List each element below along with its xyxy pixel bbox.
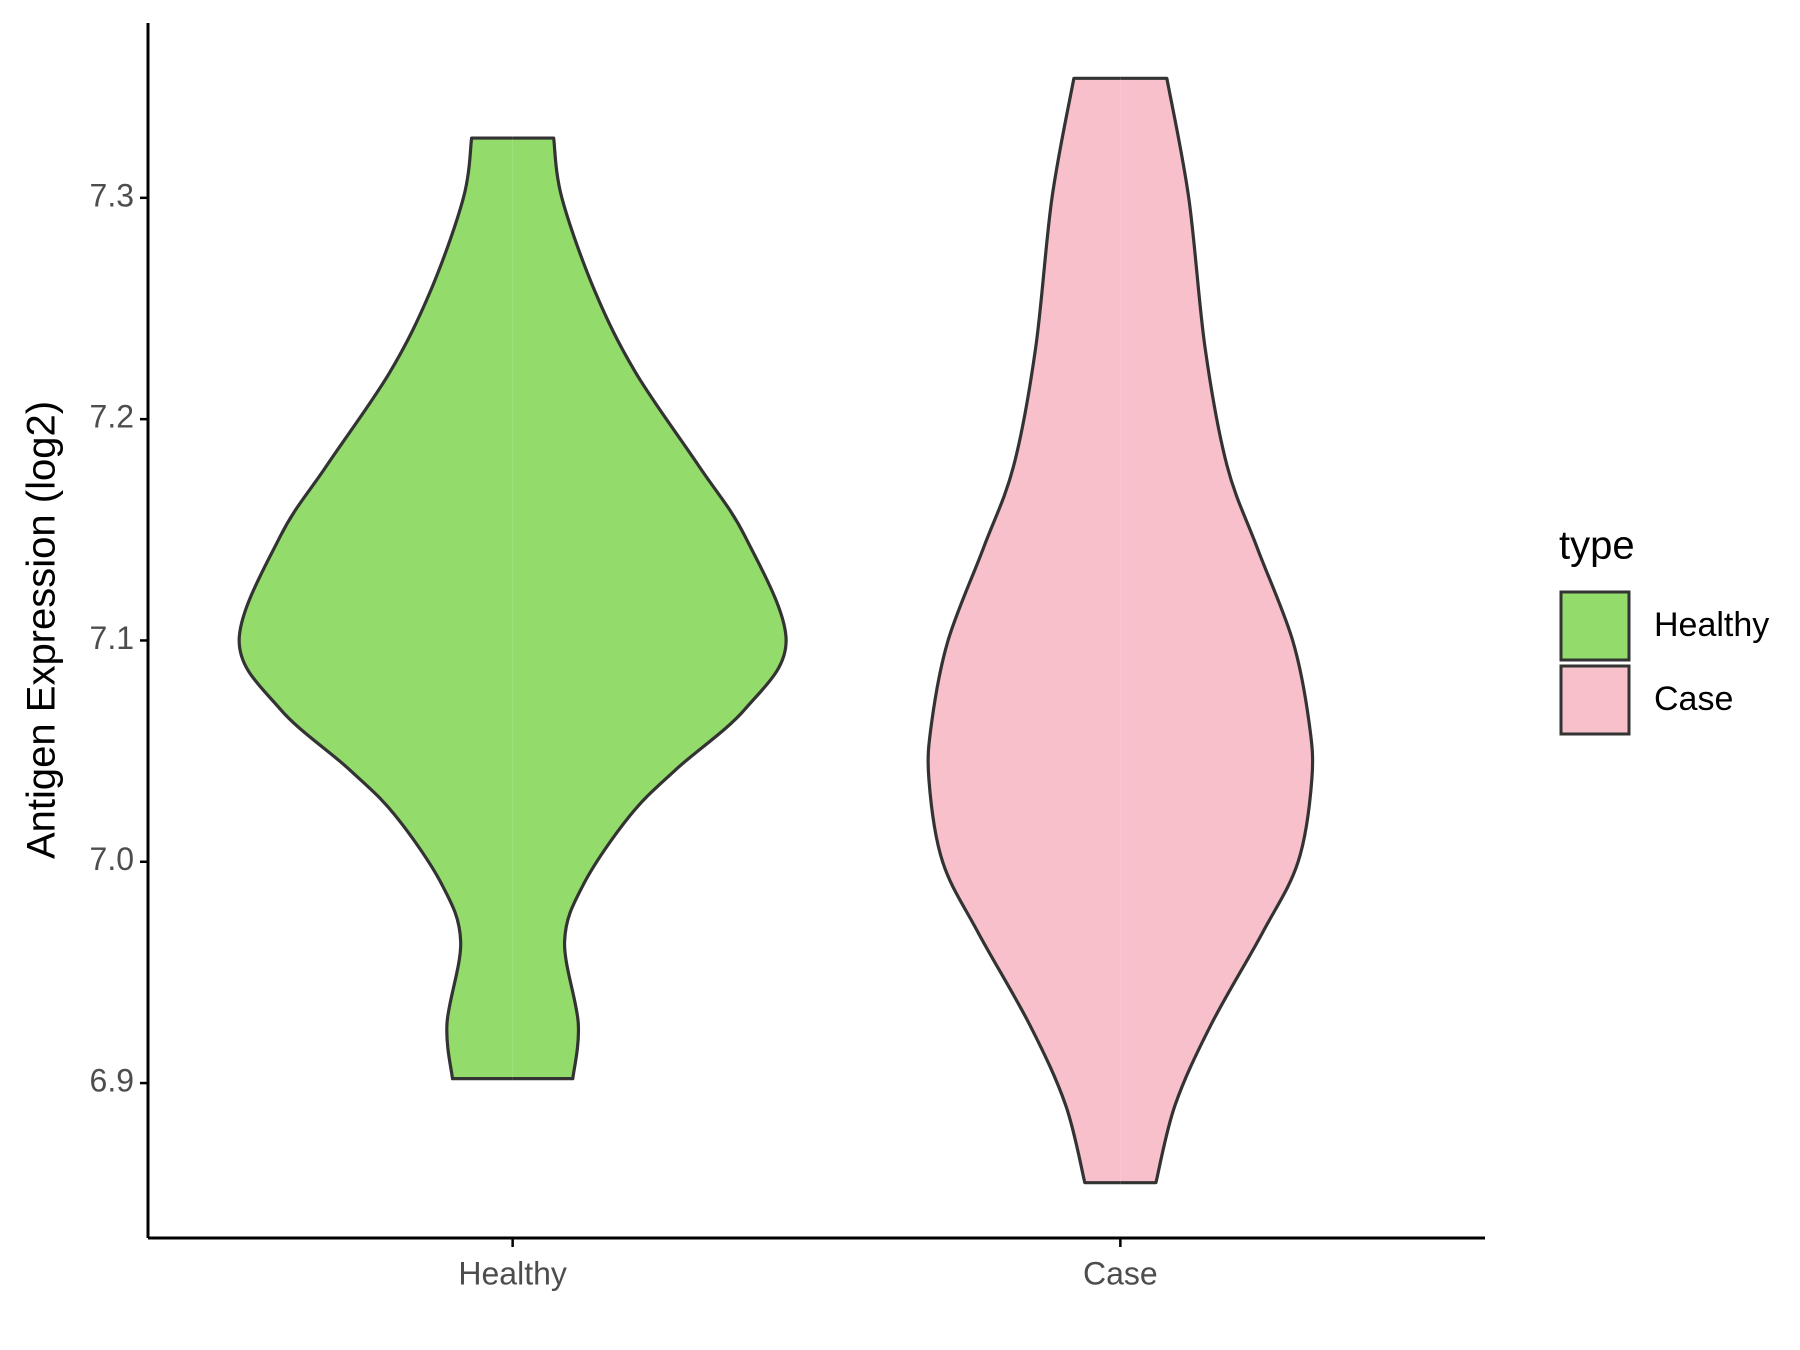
violin-half <box>1120 76 1315 1185</box>
x-tick-label: Healthy <box>458 1255 567 1291</box>
legend-key <box>1559 590 1631 662</box>
y-axis-title: Antigen Expression (log2) <box>20 401 64 859</box>
y-tick-label: 7.0 <box>90 841 134 877</box>
legend-label: Healthy <box>1654 606 1769 644</box>
y-tick-label: 7.2 <box>90 399 134 435</box>
y-tick-label: 7.1 <box>90 620 134 656</box>
y-tick-label: 7.3 <box>90 177 134 213</box>
legend-label: Case <box>1654 680 1733 718</box>
x-tick-label: Case <box>1083 1255 1158 1291</box>
y-tick-label: 6.9 <box>90 1063 134 1099</box>
legend-title: type <box>1559 524 1635 568</box>
violin-half <box>237 136 513 1081</box>
legend-key <box>1559 664 1631 736</box>
violin-half <box>926 76 1121 1185</box>
violin-half <box>512 136 788 1081</box>
